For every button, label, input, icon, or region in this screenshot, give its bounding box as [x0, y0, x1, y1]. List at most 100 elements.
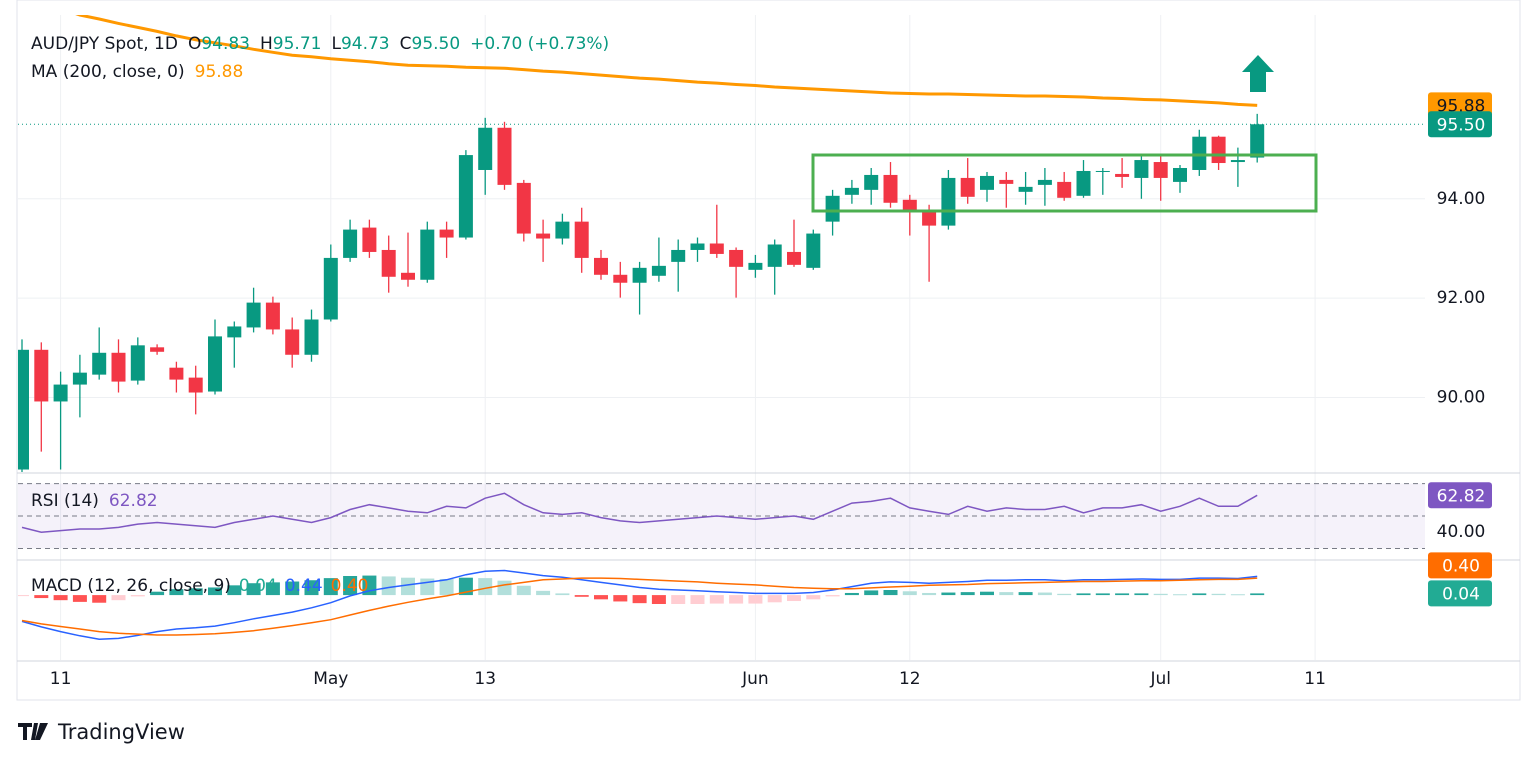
candle-body — [980, 175, 994, 190]
candle-body — [1211, 136, 1226, 164]
macd-line — [21, 569, 1258, 640]
candle-body — [227, 326, 242, 338]
histogram-bar — [941, 592, 956, 596]
x-tick-label: 13 — [474, 669, 496, 689]
candle-body — [516, 182, 531, 234]
candle-body — [34, 349, 49, 402]
moving-average — [75, 15, 1258, 107]
histogram-bar — [72, 595, 87, 602]
y-tick-label: 94.00 — [1437, 189, 1486, 209]
candle-body — [497, 127, 512, 185]
price-badge-label: 62.82 — [1437, 486, 1486, 506]
candle-body — [883, 174, 898, 203]
rsi-header: RSI (14) 62.82 — [31, 491, 158, 511]
y-tick-label: 90.00 — [1437, 387, 1486, 407]
histogram-bar — [787, 595, 801, 602]
histogram-bar — [1192, 593, 1207, 596]
candle-body — [439, 229, 454, 238]
histogram-bar — [999, 592, 1014, 596]
candle-body — [1115, 173, 1130, 177]
macd-name: MACD (12, 26, close, 9) — [31, 576, 231, 596]
candle-body — [169, 367, 184, 380]
histogram-bar — [188, 588, 203, 596]
price-badge — [1428, 580, 1492, 607]
grid-layer — [18, 15, 1425, 660]
histogram-bar — [381, 576, 396, 596]
candle-body — [902, 199, 917, 211]
ohlc-value: 94.73 — [341, 34, 390, 54]
macd-value: 0.44 — [285, 576, 323, 596]
logo-text[interactable]: TradingView — [57, 720, 185, 744]
ma-value: 95.88 — [195, 62, 244, 82]
candle-body — [1173, 167, 1187, 182]
histogram-bar — [1173, 594, 1187, 596]
price-pane — [18, 15, 1265, 472]
candle-body — [285, 329, 300, 355]
candle-body — [188, 377, 203, 393]
candle-body — [960, 177, 975, 197]
candle-body — [130, 345, 145, 381]
candle-body — [767, 244, 782, 267]
candle-body — [72, 372, 87, 385]
histogram-bar — [767, 595, 782, 603]
histogram-bar — [1134, 593, 1149, 596]
candle-body — [941, 177, 956, 226]
range-box — [811, 153, 1318, 213]
candle-body — [111, 352, 126, 382]
histogram-bar — [555, 593, 570, 596]
histogram-bar — [709, 595, 724, 604]
signal-line — [21, 577, 1258, 636]
candle-body — [594, 257, 608, 275]
hist-value: 0.04 — [239, 576, 277, 596]
histogram-bar — [960, 592, 975, 596]
histogram-bar — [922, 592, 937, 596]
histogram-bar — [632, 595, 647, 604]
histogram-bar — [613, 595, 628, 602]
signal-value: 0.40 — [331, 576, 369, 596]
price-badge — [1428, 482, 1492, 509]
histogram-bar — [1095, 593, 1110, 596]
candle-body — [323, 257, 338, 320]
rsi-pane — [18, 483, 1425, 549]
histogram-bar — [748, 595, 763, 604]
candle-body — [671, 249, 686, 262]
x-tick-label: May — [313, 669, 348, 689]
histogram-bar — [34, 595, 49, 599]
histogram-bar — [1037, 592, 1052, 596]
ohlc-letter: O — [188, 34, 201, 54]
ohlc-value: 95.50 — [412, 34, 461, 54]
histogram-bar — [323, 578, 338, 596]
rsi-value: 62.82 — [109, 491, 158, 511]
symbol: AUD/JPY Spot, 1D — [31, 34, 178, 54]
ohlc-letter: L — [331, 34, 341, 54]
histogram-bar — [671, 595, 686, 604]
histogram-bar — [594, 595, 608, 600]
candle-body — [458, 155, 473, 238]
price-badge-label: 0.40 — [1442, 556, 1480, 576]
histogram-bar — [92, 595, 107, 603]
candle-body — [806, 233, 821, 268]
histogram-bar — [343, 576, 358, 596]
macd-header: MACD (12, 26, close, 9) 0.04 0.44 0.40 — [31, 576, 369, 596]
histogram-bar — [497, 580, 512, 596]
candle-body — [709, 243, 724, 254]
histogram-bar — [574, 595, 589, 597]
candle-body — [1037, 179, 1052, 185]
ma-name: MA (200, close, 0) — [31, 62, 185, 82]
ohlc-value: 94.83 — [201, 34, 250, 54]
candle-body — [92, 352, 107, 375]
candle-body — [362, 227, 377, 252]
histogram-bar — [883, 590, 898, 596]
candle-body — [1250, 124, 1265, 158]
histogram-bar — [806, 595, 821, 600]
change: +0.70 (+0.73%) — [470, 34, 609, 54]
price-badge-label: 0.04 — [1442, 584, 1480, 604]
histogram-bar — [401, 577, 415, 596]
ma-header: MA (200, close, 0) 95.88 — [31, 62, 243, 82]
candle-body — [1076, 170, 1091, 196]
histogram-bar — [651, 595, 666, 604]
candle-body — [922, 209, 937, 226]
candle-body — [265, 302, 280, 330]
histogram-bar — [536, 590, 551, 596]
